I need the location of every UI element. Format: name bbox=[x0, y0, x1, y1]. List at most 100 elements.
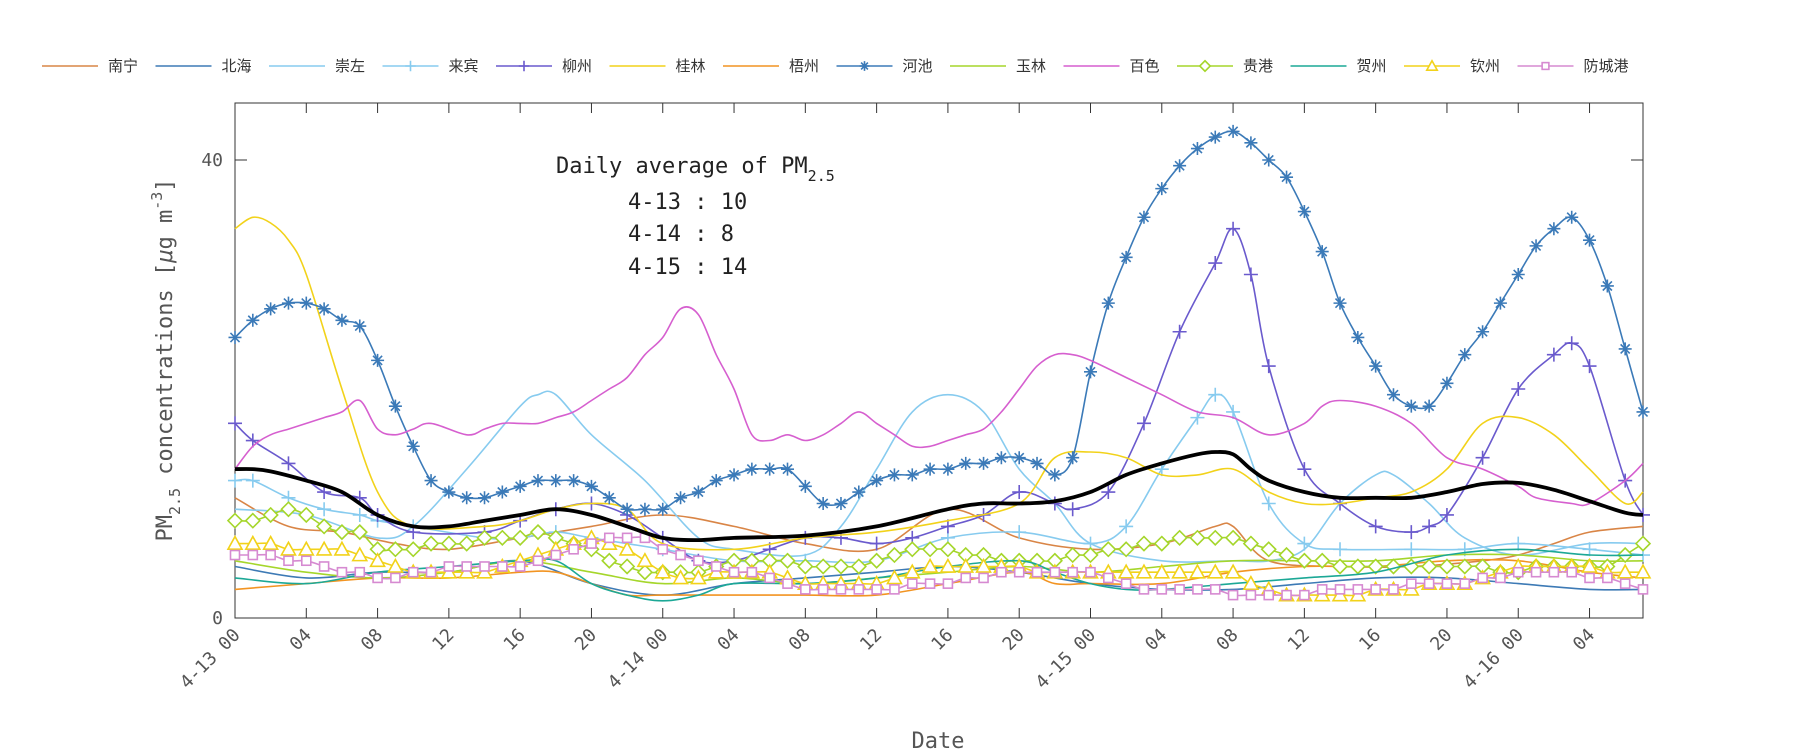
data-point-marker bbox=[959, 456, 973, 470]
legend-item-百色: 百色 bbox=[1063, 57, 1160, 75]
data-point-marker bbox=[388, 399, 402, 413]
data-point-marker bbox=[369, 552, 386, 568]
data-point-marker bbox=[1349, 558, 1366, 575]
y-tick-label: 40 bbox=[201, 150, 223, 171]
data-point-marker bbox=[1172, 324, 1187, 339]
x-tick-label: 08 bbox=[1212, 625, 1242, 655]
data-point-marker bbox=[1441, 578, 1453, 589]
x-tick-label: 04 bbox=[713, 625, 743, 655]
data-point-marker bbox=[333, 523, 351, 541]
legend-marker bbox=[405, 60, 416, 72]
series-line bbox=[234, 216, 1644, 551]
data-point-marker bbox=[1636, 405, 1650, 419]
x-tick-label: 08 bbox=[357, 625, 387, 655]
data-point-marker bbox=[1546, 347, 1561, 362]
series-line bbox=[234, 393, 1644, 564]
data-point-marker bbox=[568, 543, 579, 555]
legend-item-贺州: 贺州 bbox=[1290, 57, 1387, 75]
data-point-marker bbox=[1456, 558, 1473, 575]
data-point-marker bbox=[1367, 558, 1384, 575]
data-point-marker bbox=[262, 506, 279, 524]
data-point-marker bbox=[1261, 359, 1276, 374]
data-point-marker bbox=[1031, 566, 1043, 578]
data-point-marker bbox=[1119, 250, 1133, 264]
series-line bbox=[234, 497, 1644, 568]
data-point-marker bbox=[764, 572, 775, 584]
data-point-marker bbox=[870, 474, 884, 488]
data-point-marker bbox=[1012, 451, 1026, 465]
data-point-marker bbox=[852, 485, 866, 499]
legend-label: 南宁 bbox=[108, 57, 138, 75]
data-point-marker bbox=[904, 541, 921, 558]
data-point-marker bbox=[1226, 124, 1240, 138]
data-point-marker bbox=[621, 532, 633, 544]
data-point-marker bbox=[657, 543, 669, 555]
data-point-marker bbox=[1619, 578, 1631, 589]
data-point-marker bbox=[1065, 502, 1080, 517]
data-point-marker bbox=[1420, 558, 1438, 575]
data-point-marker bbox=[1280, 170, 1294, 184]
data-point-marker bbox=[1297, 536, 1312, 551]
data-point-marker bbox=[921, 557, 939, 573]
data-point-marker bbox=[1423, 578, 1435, 589]
data-point-marker bbox=[1209, 584, 1221, 595]
legend-item-钦州: 钦州 bbox=[1404, 57, 1500, 75]
data-point-marker bbox=[601, 552, 618, 569]
data-point-marker bbox=[905, 468, 919, 482]
x-tick-label: 20 bbox=[999, 625, 1029, 655]
data-point-marker bbox=[280, 540, 297, 556]
x-tick-label: 04 bbox=[1569, 625, 1599, 655]
data-point-marker bbox=[550, 549, 562, 561]
data-point-marker bbox=[1618, 342, 1632, 356]
data-point-marker bbox=[1135, 563, 1153, 579]
data-point-marker bbox=[387, 541, 404, 558]
data-point-marker bbox=[1261, 496, 1276, 511]
data-point-marker bbox=[746, 566, 758, 578]
data-point-marker bbox=[850, 558, 867, 575]
data-point-marker bbox=[939, 557, 957, 573]
data-point-marker bbox=[1242, 575, 1260, 591]
data-point-marker bbox=[1602, 572, 1613, 584]
average-line bbox=[234, 450, 1644, 543]
data-point-marker bbox=[1136, 416, 1151, 431]
legend-marker bbox=[859, 61, 870, 71]
data-point-marker bbox=[244, 512, 261, 529]
data-point-marker bbox=[229, 549, 241, 561]
data-point-marker bbox=[1244, 136, 1258, 150]
data-point-marker bbox=[1067, 566, 1078, 578]
plot-area-frame bbox=[234, 102, 1644, 619]
data-point-marker bbox=[460, 491, 474, 505]
data-point-marker bbox=[1388, 584, 1399, 595]
legend-label: 北海 bbox=[222, 57, 252, 75]
data-point-marker bbox=[654, 563, 672, 579]
data-point-marker bbox=[798, 479, 812, 493]
data-point-marker bbox=[371, 353, 385, 367]
data-point-marker bbox=[853, 584, 865, 595]
data-point-marker bbox=[352, 507, 367, 522]
data-point-marker bbox=[1066, 451, 1080, 465]
data-point-marker bbox=[672, 569, 689, 585]
data-point-marker bbox=[996, 566, 1007, 578]
data-point-marker bbox=[1547, 222, 1561, 236]
data-point-marker bbox=[1315, 245, 1329, 259]
data-point-marker bbox=[1156, 584, 1168, 595]
data-point-marker bbox=[674, 491, 688, 505]
data-point-marker bbox=[1118, 541, 1135, 558]
data-point-marker bbox=[656, 502, 670, 516]
legend-marker bbox=[1425, 59, 1439, 71]
data-point-marker bbox=[887, 468, 901, 482]
data-point-marker bbox=[512, 529, 529, 546]
data-point-marker bbox=[1138, 584, 1150, 595]
data-point-marker bbox=[262, 534, 280, 550]
data-point-marker bbox=[693, 555, 704, 567]
data-point-marker bbox=[1242, 535, 1260, 552]
data-point-marker bbox=[1512, 566, 1524, 578]
data-point-marker bbox=[977, 456, 991, 470]
data-point-marker bbox=[1064, 546, 1081, 564]
data-point-marker bbox=[406, 439, 420, 453]
data-point-marker bbox=[1260, 541, 1277, 558]
data-point-marker bbox=[1565, 210, 1579, 224]
data-point-marker bbox=[549, 474, 563, 488]
data-point-marker bbox=[1600, 279, 1614, 293]
